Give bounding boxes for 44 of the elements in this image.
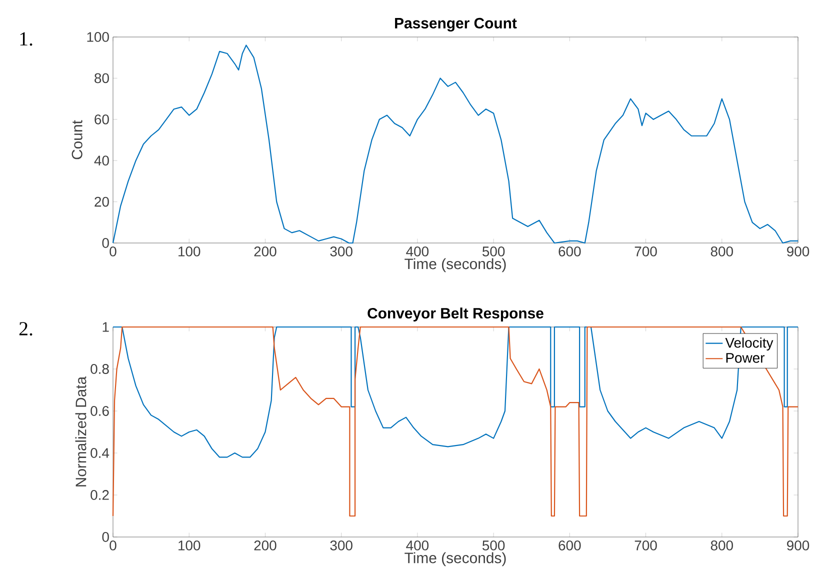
- y-tick-label: 0.6: [90, 406, 109, 416]
- y-tick-label: 0.4: [90, 448, 110, 458]
- x-tick-label: 700: [634, 246, 657, 256]
- y-tick-label: 1: [102, 322, 109, 332]
- x-tick-label: 100: [178, 246, 200, 256]
- y-tick-label: 40: [94, 156, 109, 166]
- y-axis-title: Count: [72, 120, 82, 160]
- y-tick-label: 80: [94, 73, 109, 84]
- x-tick-label: 600: [558, 246, 581, 256]
- x-tick-label: 600: [558, 540, 581, 550]
- y-tick-label: 0.8: [90, 364, 109, 374]
- x-axis-title: Time (seconds): [404, 258, 506, 272]
- legend-label: Velocity: [725, 337, 774, 350]
- line-series: [112, 326, 799, 458]
- x-tick-label: 300: [330, 540, 352, 550]
- legend-label: Power: [726, 353, 764, 363]
- x-tick-label: 500: [482, 246, 505, 256]
- x-axis-title: Time (seconds): [404, 552, 506, 566]
- chart-title: Passenger Count: [395, 18, 517, 32]
- x-tick-label: 100: [178, 540, 200, 550]
- x-tick-label: 200: [254, 246, 276, 256]
- x-tick-label: 0: [110, 540, 116, 550]
- line-series: [112, 326, 799, 517]
- x-tick-label: 800: [710, 540, 733, 550]
- y-tick-label: 0: [102, 532, 109, 542]
- x-tick-label: 700: [634, 540, 657, 550]
- y-axis-title: Normalized Data: [75, 376, 86, 486]
- y-tick-label: 0: [102, 238, 109, 248]
- y-tick-label: 0.2: [90, 490, 109, 500]
- y-tick-label: 100: [87, 32, 109, 42]
- text: 2.: [19, 322, 32, 336]
- x-tick-label: 900: [787, 246, 810, 256]
- x-tick-label: 500: [482, 540, 505, 550]
- x-tick-label: 300: [330, 246, 352, 256]
- text: 1.: [20, 32, 32, 46]
- x-tick-label: 900: [787, 540, 810, 550]
- x-tick-label: 400: [406, 540, 429, 550]
- chart-title: Conveyor Belt Response: [368, 308, 544, 322]
- y-tick-label: 20: [94, 196, 109, 207]
- x-tick-label: 800: [710, 246, 733, 256]
- x-tick-label: 0: [110, 246, 116, 256]
- x-tick-label: 200: [254, 540, 276, 550]
- x-tick-label: 400: [406, 246, 429, 256]
- y-tick-label: 60: [94, 114, 109, 124]
